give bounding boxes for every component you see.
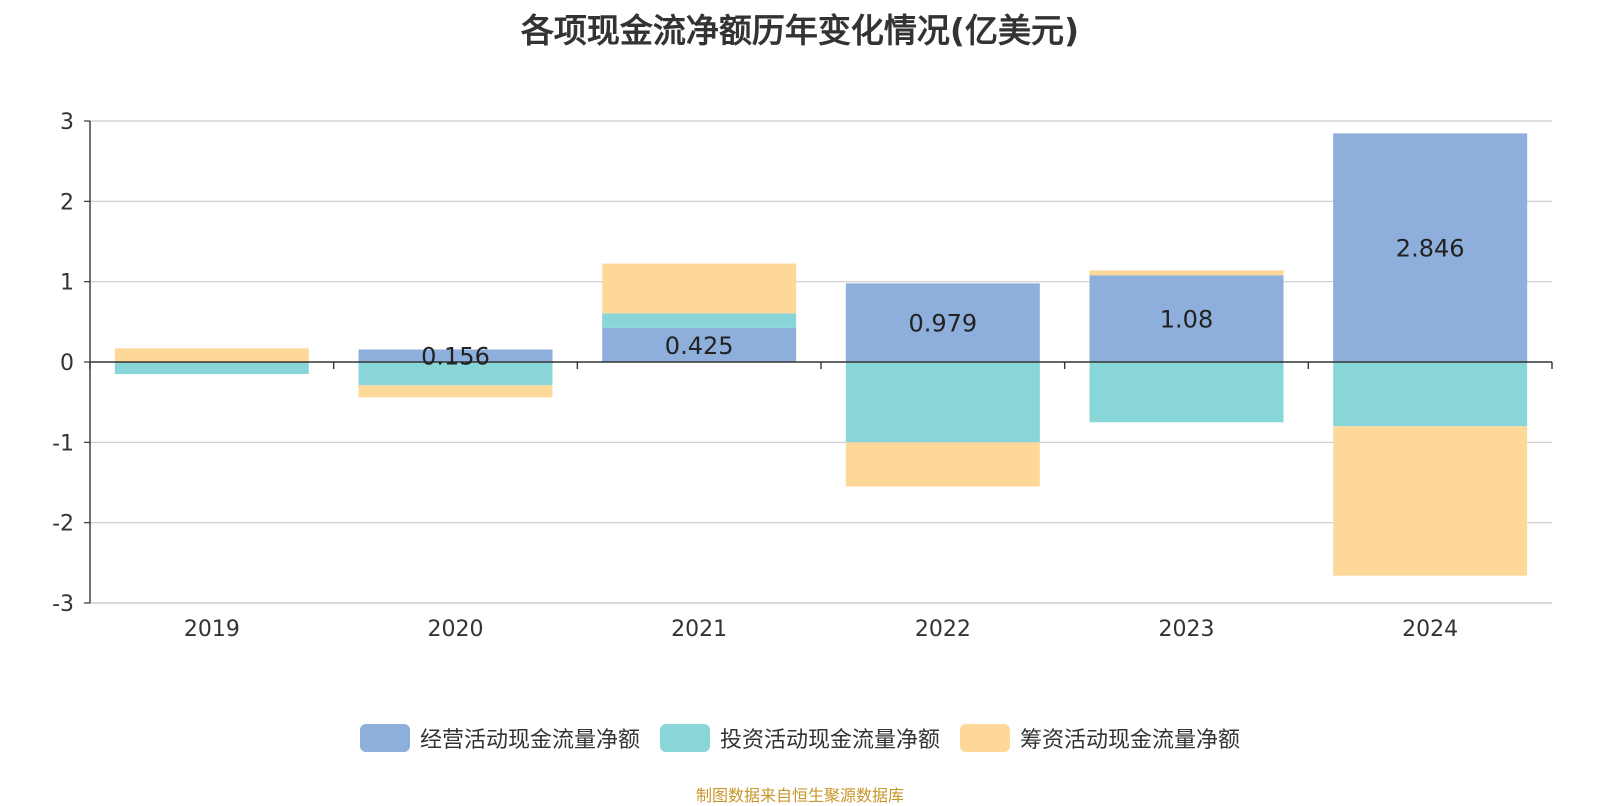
source-note: 制图数据来自恒生聚源数据库: [695, 786, 904, 805]
bar-3-2024: [1333, 426, 1528, 576]
legend: 经营活动现金流量净额 投资活动现金流量净额 筹资活动现金流量净额: [0, 722, 1600, 754]
bar-1-2024: [1333, 133, 1528, 362]
y-tick-label: -3: [52, 592, 74, 617]
bar-3-2022: [845, 442, 1040, 487]
bar-1-2020: [358, 349, 553, 362]
bar-3-2019: [114, 348, 309, 362]
bar-2-2022: [845, 362, 1040, 443]
legend-swatch: [960, 724, 1010, 752]
x-tick-label: 2019: [184, 617, 240, 642]
data-labels: 0.156 0.425 0.979 1.08 2.846: [421, 235, 1464, 371]
legend-swatch: [659, 724, 710, 752]
bar-3-2023: [1089, 270, 1284, 276]
y-tick-label: 0: [60, 351, 74, 376]
x-tick-label: 2020: [428, 617, 484, 642]
data-label: 0.156: [421, 343, 490, 371]
legend-item-3[interactable]: 筹资活动现金流量净额: [960, 722, 1240, 754]
legend-item-2[interactable]: 投资活动现金流量净额: [659, 722, 940, 754]
y-tick-label: 2: [60, 190, 74, 215]
bar-2-2023: [1089, 362, 1284, 423]
y-tick-label: 3: [60, 110, 74, 135]
bar-2-2021: [602, 313, 797, 328]
chart-title: 各项现金流净额历年变化情况(亿美元): [520, 11, 1080, 50]
chart-plot: 3 2 1 0 -1 -2 -3 2019 2020 2021 2022 2023 2024 0.156…: [52, 110, 1553, 642]
legend-label: 投资活动现金流量净额: [719, 728, 940, 753]
legend-label: 经营活动现金流量净额: [419, 728, 640, 753]
data-label: 0.425: [665, 332, 734, 360]
bar-3-2021: [602, 263, 797, 314]
bar-2-2019: [114, 362, 309, 375]
data-label: 0.979: [908, 310, 977, 338]
y-tick-label: -1: [52, 431, 74, 456]
x-tick-label: 2022: [915, 617, 971, 642]
bar-2-2020: [358, 362, 553, 386]
y-tick-label: -2: [52, 512, 74, 537]
legend-label: 筹资活动现金流量净额: [1020, 728, 1241, 753]
x-tick-label: 2023: [1159, 617, 1215, 642]
data-label: 2.846: [1396, 235, 1465, 263]
bar-1-2022: [845, 283, 1040, 362]
bar-1-2023: [1089, 275, 1284, 362]
data-label: 1.08: [1160, 306, 1213, 334]
bar-2-2024: [1333, 362, 1528, 427]
y-tick-label: 1: [60, 271, 74, 296]
axes: 3 2 1 0 -1 -2 -3 2019 2020 2021 2022 2023 2024: [52, 110, 1553, 642]
x-tick-label: 2021: [671, 617, 727, 642]
bar-1-2021: [602, 327, 797, 362]
legend-swatch: [359, 724, 410, 752]
x-tick-label: 2024: [1402, 617, 1458, 642]
legend-item-1[interactable]: 经营活动现金流量净额: [359, 722, 640, 754]
bars: [114, 133, 1528, 576]
bar-3-2020: [358, 385, 553, 398]
